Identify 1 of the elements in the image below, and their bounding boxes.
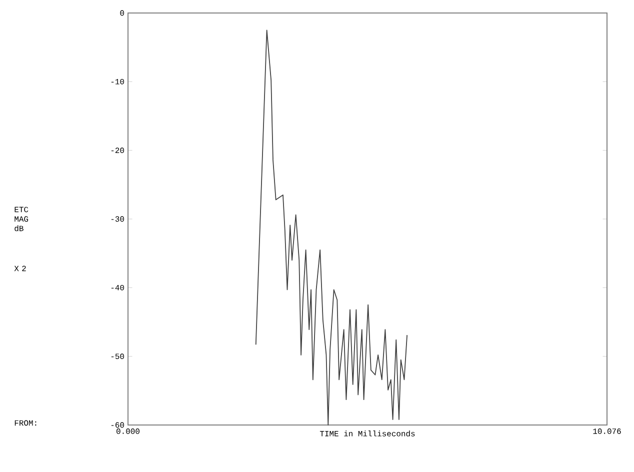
line-series: [255, 30, 408, 426]
